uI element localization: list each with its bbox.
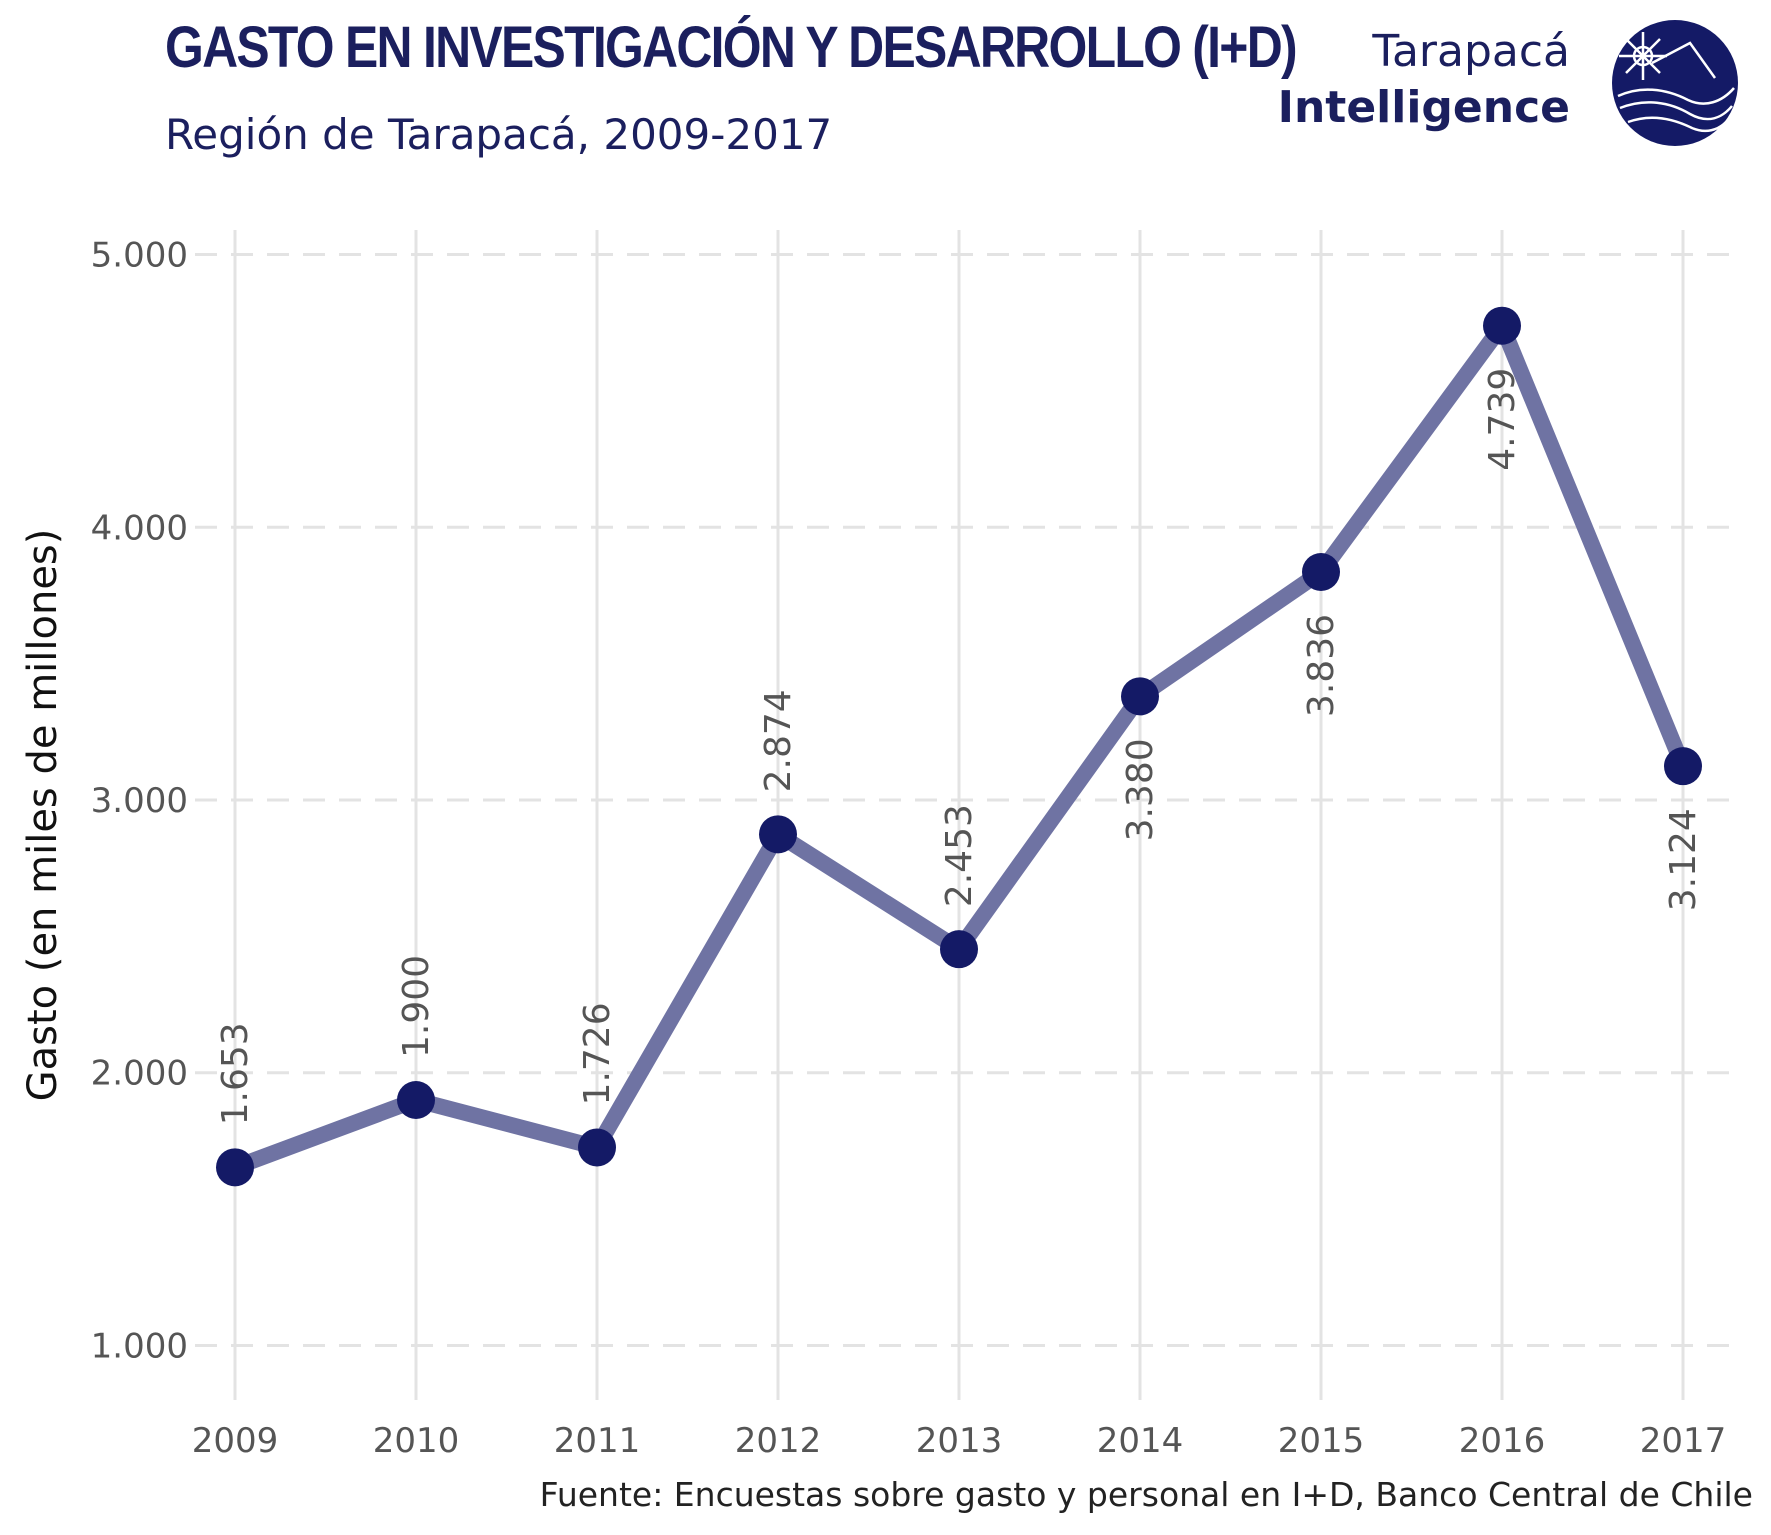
x-tick-label: 2015 [1278, 1421, 1365, 1461]
y-tick-label: 5.000 [91, 236, 188, 276]
globe-compass-logo-icon [1612, 20, 1738, 146]
x-tick-label: 2010 [373, 1421, 460, 1461]
data-label: 3.836 [1301, 614, 1342, 717]
data-label: 2.874 [758, 689, 799, 792]
data-label: 1.653 [215, 1022, 256, 1125]
y-tick-label: 3.000 [91, 781, 188, 821]
x-tick-label: 2016 [1459, 1421, 1546, 1461]
data-label: 4.739 [1482, 368, 1523, 471]
y-tick-label: 4.000 [91, 508, 188, 548]
data-label: 2.453 [939, 804, 980, 907]
page-title: GASTO EN INVESTIGACIÓN Y DESARROLLO (I+D… [165, 15, 1298, 80]
source-note: Fuente: Encuestas sobre gasto y personal… [539, 1475, 1753, 1514]
data-label: 1.726 [577, 1002, 618, 1105]
data-point [1121, 677, 1159, 716]
x-tick-label: 2011 [554, 1421, 641, 1461]
data-label: 3.124 [1663, 808, 1704, 911]
brand-name-line2: Intelligence [1277, 82, 1570, 133]
data-point [759, 815, 797, 854]
y-tick-label: 1.000 [91, 1326, 188, 1366]
brand-name-line1: Tarapacá [1372, 26, 1570, 77]
y-axis-title: Gasto (en miles de millones) [20, 529, 66, 1102]
data-point [1483, 306, 1521, 345]
data-point [397, 1081, 435, 1119]
data-point [1302, 553, 1340, 591]
x-tick-label: 2014 [1097, 1421, 1184, 1461]
data-label: 3.380 [1120, 738, 1161, 841]
data-point [578, 1128, 616, 1167]
page-subtitle: Región de Tarapacá, 2009-2017 [165, 110, 833, 159]
brand-name: Tarapacá Intelligence [1200, 24, 1570, 136]
x-tick-label: 2012 [735, 1421, 822, 1461]
data-point [1664, 747, 1702, 786]
y-tick-label: 2.000 [91, 1054, 188, 1094]
data-label: 1.900 [396, 955, 437, 1058]
x-tick-label: 2009 [192, 1421, 279, 1461]
data-point [216, 1148, 254, 1187]
x-tick-label: 2013 [916, 1421, 1003, 1461]
x-tick-label: 2017 [1640, 1421, 1727, 1461]
data-point [940, 930, 978, 969]
